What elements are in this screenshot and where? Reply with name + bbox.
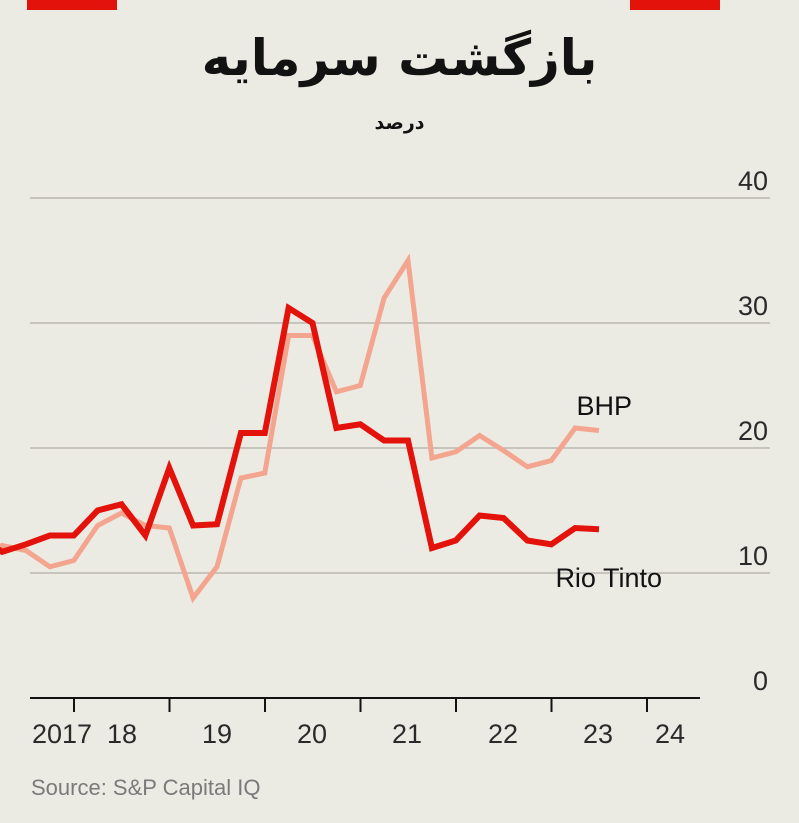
x-tick-label-18: 18	[107, 719, 137, 749]
x-tick-label-23: 23	[583, 719, 613, 749]
x-tick-label-24: 24	[655, 719, 685, 749]
y-tick-label-10: 10	[738, 541, 768, 571]
line-chart: 0 10 20 30 40 2017 18 19 20 21 22 23 24 BHP Rio Tinto	[0, 166, 770, 749]
accent-bar-right	[630, 0, 720, 10]
x-tick-label-2017: 2017	[32, 719, 92, 749]
x-tick-label-19: 19	[202, 719, 232, 749]
accent-bar-left	[27, 0, 117, 10]
series-label-rio-tinto: Rio Tinto	[555, 563, 662, 593]
x-tick-label-21: 21	[392, 719, 422, 749]
x-tick-label-22: 22	[488, 719, 518, 749]
y-tick-label-40: 40	[738, 166, 768, 196]
y-tick-label-0: 0	[753, 666, 768, 696]
y-tick-label-30: 30	[738, 291, 768, 321]
chart-title: بازگشت سرمایه	[201, 29, 598, 87]
x-tick-label-20: 20	[297, 719, 327, 749]
series-label-bhp: BHP	[576, 391, 632, 421]
series-line-rio-tinto	[0, 303, 600, 556]
series-line-bhp	[0, 253, 600, 604]
y-tick-label-20: 20	[738, 416, 768, 446]
source-note: Source: S&P Capital IQ	[31, 775, 261, 800]
chart-subtitle: درصد	[374, 112, 425, 134]
